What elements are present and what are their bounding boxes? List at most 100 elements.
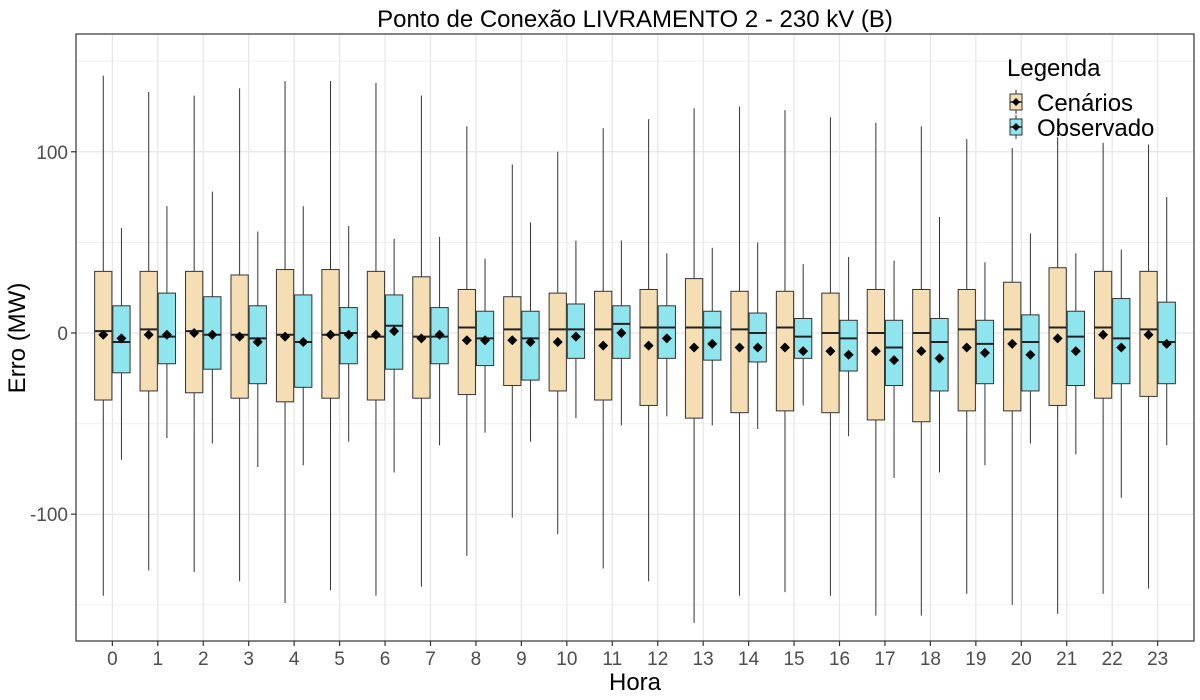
mean-point bbox=[1025, 349, 1036, 360]
mean-point bbox=[916, 346, 927, 357]
x-tick-label: 19 bbox=[965, 649, 986, 670]
y-tick-label: -100 bbox=[30, 505, 68, 526]
box bbox=[1112, 249, 1131, 498]
mean-point bbox=[707, 338, 718, 349]
box bbox=[430, 236, 449, 446]
box bbox=[112, 227, 131, 460]
mean-point bbox=[207, 329, 218, 340]
mean-point bbox=[734, 342, 745, 353]
mean-point bbox=[661, 333, 672, 344]
mean-point bbox=[98, 329, 109, 340]
y-axis-title: Erro (MW) bbox=[4, 283, 31, 394]
box bbox=[957, 139, 976, 594]
mean-point bbox=[843, 349, 854, 360]
mean-point bbox=[870, 346, 881, 357]
mean-point bbox=[752, 342, 763, 353]
mean-point bbox=[370, 329, 381, 340]
x-tick-label: 21 bbox=[1056, 649, 1077, 670]
box-series bbox=[94, 75, 1176, 623]
x-tick-label: 16 bbox=[829, 649, 850, 670]
x-tick-label: 0 bbox=[107, 649, 118, 670]
box-rect bbox=[703, 310, 722, 361]
box-rect bbox=[794, 317, 813, 359]
x-tick-label: 6 bbox=[380, 649, 391, 670]
y-tick-label: 0 bbox=[57, 324, 68, 345]
mean-point bbox=[979, 347, 990, 358]
box bbox=[748, 242, 767, 430]
box bbox=[203, 191, 222, 444]
mean-point bbox=[1161, 338, 1172, 349]
mean-point bbox=[616, 327, 627, 338]
box bbox=[639, 119, 658, 582]
mean-point bbox=[389, 326, 400, 337]
mean-point bbox=[234, 331, 245, 342]
x-tick-label: 4 bbox=[289, 649, 300, 670]
legend-label: Cenários bbox=[1037, 90, 1133, 117]
mean-point bbox=[1007, 338, 1018, 349]
mean-point bbox=[552, 337, 563, 348]
x-tick-label: 17 bbox=[874, 649, 895, 670]
box bbox=[230, 88, 249, 582]
mean-point bbox=[934, 353, 945, 364]
box bbox=[684, 108, 704, 623]
mean-point bbox=[525, 337, 536, 348]
box bbox=[930, 217, 949, 473]
box bbox=[248, 231, 267, 468]
x-tick-label: 20 bbox=[1011, 649, 1032, 670]
box bbox=[794, 264, 813, 406]
box bbox=[139, 91, 158, 571]
mean-point bbox=[434, 329, 445, 340]
x-tick-label: 22 bbox=[1102, 649, 1123, 670]
mean-point bbox=[252, 337, 263, 348]
box bbox=[1066, 253, 1085, 455]
box-rect bbox=[884, 319, 904, 387]
x-tick-label: 23 bbox=[1147, 649, 1168, 670]
x-tick-label: 15 bbox=[783, 649, 804, 670]
y-tick-label: 100 bbox=[36, 143, 68, 164]
mean-point bbox=[961, 342, 972, 353]
mean-point bbox=[161, 329, 172, 340]
mean-point bbox=[1116, 342, 1127, 353]
x-tick-label: 5 bbox=[334, 649, 345, 670]
mean-point bbox=[1070, 346, 1081, 357]
mean-point bbox=[343, 329, 354, 340]
box bbox=[1048, 137, 1067, 614]
box bbox=[1157, 197, 1176, 446]
mean-point bbox=[480, 335, 491, 346]
box bbox=[94, 75, 113, 596]
box bbox=[548, 151, 567, 535]
box bbox=[566, 240, 586, 419]
box-rect bbox=[566, 303, 586, 359]
chart-title: Ponto de Conexão LIVRAMENTO 2 - 230 kV (… bbox=[377, 6, 893, 33]
mean-point bbox=[1143, 329, 1154, 340]
mean-point bbox=[298, 337, 309, 348]
x-tick-label: 14 bbox=[738, 649, 760, 670]
legend-key-mean bbox=[1012, 98, 1020, 106]
box bbox=[657, 253, 676, 417]
box bbox=[839, 256, 858, 437]
box bbox=[457, 126, 476, 556]
x-tick-label: 9 bbox=[516, 649, 527, 670]
mean-point bbox=[325, 329, 336, 340]
box bbox=[884, 260, 904, 478]
box bbox=[503, 164, 522, 518]
x-tick-label: 10 bbox=[556, 649, 577, 670]
box bbox=[1021, 233, 1040, 444]
x-tick-label: 2 bbox=[198, 649, 209, 670]
box-rect bbox=[1112, 298, 1131, 385]
mean-point bbox=[416, 333, 427, 344]
mean-point bbox=[1098, 329, 1109, 340]
box bbox=[1139, 144, 1158, 589]
mean-point bbox=[598, 340, 609, 351]
box bbox=[1003, 148, 1022, 605]
box bbox=[157, 206, 177, 439]
box bbox=[975, 262, 995, 466]
mean-point bbox=[143, 329, 154, 340]
box bbox=[185, 95, 204, 573]
box bbox=[866, 122, 886, 616]
mean-point bbox=[507, 335, 518, 346]
mean-point bbox=[779, 342, 790, 353]
x-tick-label: 3 bbox=[243, 649, 254, 670]
y-axis: -100 0 100 bbox=[30, 143, 76, 526]
x-tick-label: 18 bbox=[920, 649, 941, 670]
